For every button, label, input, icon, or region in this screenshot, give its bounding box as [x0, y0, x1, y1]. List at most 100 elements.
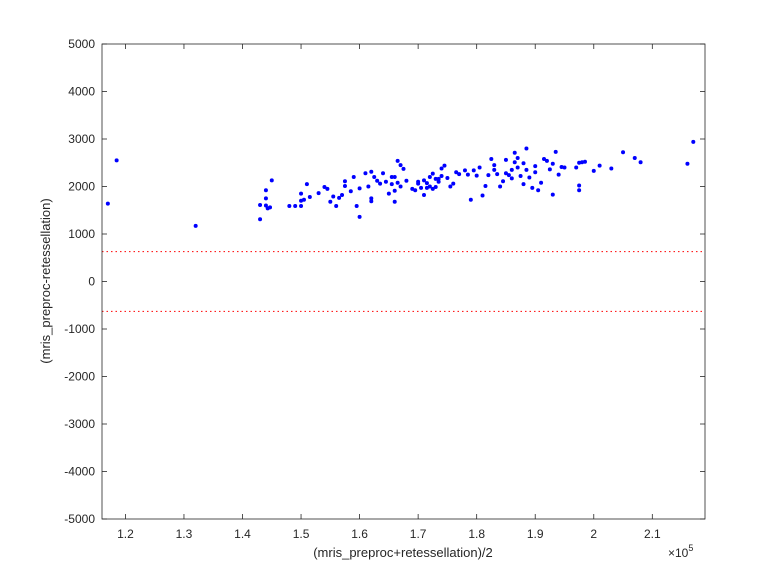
data-point: [369, 169, 374, 174]
data-point: [299, 191, 304, 196]
data-point: [433, 176, 438, 181]
data-point: [574, 165, 579, 170]
y-tick-label: 5000: [68, 37, 95, 51]
data-point: [533, 164, 538, 169]
data-point: [492, 167, 497, 172]
data-point: [638, 160, 643, 165]
data-point: [632, 156, 637, 160]
data-point: [301, 197, 306, 202]
data-point: [328, 199, 333, 204]
data-point: [524, 146, 529, 151]
data-point: [691, 139, 696, 144]
data-point: [530, 185, 535, 190]
data-point: [421, 193, 426, 198]
data-point: [471, 168, 476, 173]
data-point: [389, 175, 394, 179]
data-point: [357, 214, 362, 219]
data-point: [547, 167, 552, 172]
x-tick-label: 2: [590, 527, 597, 541]
data-point: [395, 158, 400, 163]
data-point: [474, 173, 479, 178]
plot-background: [102, 44, 705, 519]
data-point: [451, 181, 456, 186]
data-point: [342, 179, 347, 184]
data-point: [363, 171, 368, 176]
data-point: [454, 170, 459, 175]
data-point: [550, 192, 555, 197]
data-point: [366, 184, 371, 189]
data-point: [495, 172, 500, 177]
data-point: [392, 175, 397, 179]
data-point: [503, 171, 508, 176]
data-point: [381, 171, 386, 176]
data-point: [492, 163, 497, 168]
data-point: [413, 188, 418, 193]
data-point: [521, 161, 526, 166]
data-point: [433, 184, 438, 189]
data-point: [477, 165, 482, 170]
data-point: [544, 158, 549, 163]
x-ticks: 1.2 1.3 1.4 1.5 1.6 1.7 1.8 1.9 2 2.1: [117, 44, 661, 541]
data-point: [533, 170, 538, 175]
data-point: [515, 156, 520, 160]
data-point: [509, 167, 514, 172]
x-multiplier-label: ×105: [668, 543, 693, 560]
data-point: [269, 178, 274, 183]
data-point: [114, 158, 119, 163]
data-point: [536, 188, 541, 193]
data-point: [105, 201, 110, 206]
data-point: [430, 171, 435, 176]
data-point: [685, 161, 690, 166]
y-tick-label: -1000: [64, 322, 95, 336]
data-point: [562, 165, 567, 170]
data-point: [609, 166, 614, 171]
data-point: [556, 172, 561, 177]
y-tick-label: 0: [88, 275, 95, 289]
data-point: [542, 156, 547, 161]
data-point: [442, 163, 447, 168]
data-points: [105, 139, 696, 228]
data-point: [258, 217, 263, 222]
data-point: [512, 160, 517, 165]
data-point: [439, 174, 444, 179]
data-point: [427, 175, 432, 179]
data-point: [293, 203, 298, 208]
y-tick-label: -3000: [64, 417, 95, 431]
data-point: [468, 197, 473, 202]
data-point: [354, 203, 359, 208]
data-point: [419, 185, 424, 190]
data-point: [263, 196, 268, 201]
data-point: [489, 156, 494, 161]
data-point: [448, 184, 453, 189]
y-tick-label: 1000: [68, 227, 95, 241]
data-point: [378, 181, 383, 186]
data-point: [325, 186, 330, 191]
data-point: [486, 173, 491, 178]
data-point: [465, 172, 470, 177]
data-point: [577, 188, 582, 193]
x-multiplier-exponent: 5: [688, 543, 693, 553]
data-point: [395, 180, 400, 185]
data-point: [424, 181, 429, 186]
data-point: [369, 196, 374, 201]
data-point: [512, 150, 517, 155]
data-point: [439, 166, 444, 171]
y-tick-label: -2000: [64, 370, 95, 384]
data-point: [398, 184, 403, 189]
y-tick-label: 3000: [68, 132, 95, 146]
x-tick-label: 1.4: [234, 527, 251, 541]
data-point: [436, 179, 441, 184]
data-point: [340, 193, 345, 198]
data-point: [539, 180, 544, 185]
data-point: [501, 179, 506, 184]
data-point: [427, 184, 432, 189]
data-point: [421, 178, 426, 183]
data-point: [316, 191, 321, 196]
x-axis-label: (mris_preproc+retessellation)/2: [313, 545, 493, 560]
data-point: [462, 168, 467, 173]
data-point: [369, 199, 374, 204]
data-point: [383, 179, 388, 184]
y-ticks: -5000 -4000 -3000 -2000 -1000 0 1000 2000 3000 40…: [64, 37, 705, 526]
data-point: [515, 165, 520, 170]
